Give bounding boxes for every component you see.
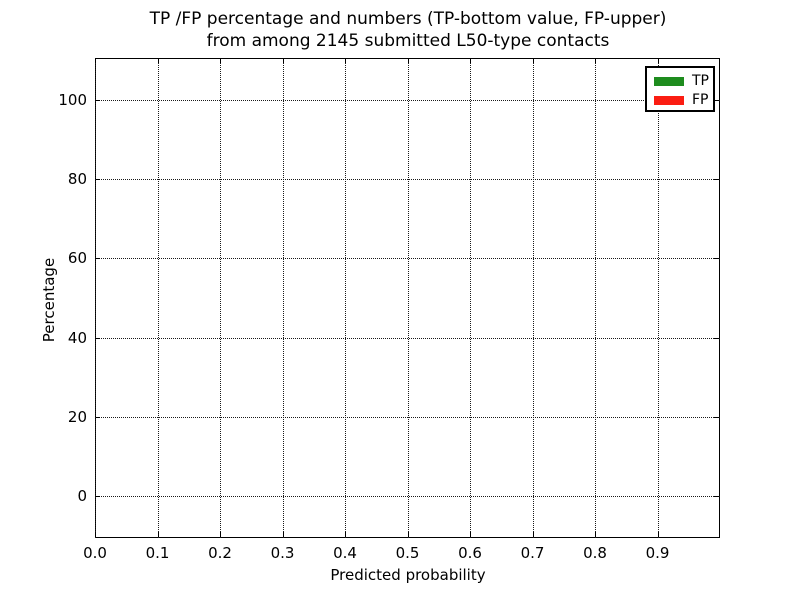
y-tick-left: [95, 416, 100, 418]
chart-title-line2: from among 2145 submitted L50-type conta…: [206, 31, 610, 51]
y-tick-left: [95, 496, 100, 498]
x-tick-label: 0.1: [145, 544, 170, 562]
x-gridline: [95, 58, 96, 538]
legend-label-tp: TP: [692, 73, 709, 89]
legend-item-tp: TP: [647, 72, 713, 91]
x-tick-top: [407, 58, 409, 63]
y-tick-right: [714, 179, 719, 181]
x-tick-bottom: [157, 532, 159, 537]
x-gridline: [282, 58, 284, 538]
x-tick-label: 0.3: [270, 544, 295, 562]
y-tick-right: [714, 337, 719, 339]
y-axis-label: Percentage: [40, 257, 58, 343]
legend-swatch-fp: [654, 96, 684, 105]
y-tick-label: 40: [67, 328, 87, 347]
x-tick-label: 0.2: [208, 544, 232, 562]
y-tick-right: [714, 258, 719, 260]
y-tick-left: [95, 337, 100, 339]
chart-title-line1: TP /FP percentage and numbers (TP-bottom…: [149, 9, 667, 29]
x-gridline: [407, 58, 409, 538]
x-gridline: [595, 58, 596, 538]
x-tick-bottom: [595, 532, 596, 537]
y-tick-right: [714, 416, 719, 418]
legend: TP FP: [645, 66, 715, 112]
x-gridline: [157, 58, 159, 538]
x-tick-bottom: [345, 532, 346, 537]
x-tick-top: [532, 58, 534, 63]
x-tick-bottom: [220, 532, 221, 537]
x-tick-label: 0.6: [458, 544, 482, 562]
x-tick-bottom: [470, 532, 471, 537]
legend-label-fp: FP: [692, 92, 709, 108]
x-tick-top: [657, 58, 659, 63]
x-tick-bottom: [657, 532, 659, 537]
x-tick-top: [157, 58, 159, 63]
x-tick-label: 0.5: [395, 544, 420, 562]
x-tick-top: [95, 58, 96, 63]
x-tick-label: 0.8: [583, 544, 607, 562]
x-gridline: [532, 58, 534, 538]
y-tick-left: [95, 258, 100, 260]
x-tick-bottom: [407, 532, 409, 537]
y-tick-right: [714, 99, 719, 101]
y-tick-label: 100: [58, 90, 87, 109]
x-gridline: [345, 58, 346, 538]
x-tick-top: [282, 58, 284, 63]
x-tick-label: 0.4: [333, 544, 357, 562]
legend-item-fp: FP: [647, 91, 713, 110]
x-gridline: [470, 58, 471, 538]
legend-swatch-tp: [654, 77, 684, 86]
y-tick-label: 0: [77, 487, 87, 506]
x-gridline: [220, 58, 221, 538]
y-tick-left: [95, 99, 100, 101]
x-tick-label: 0.0: [83, 544, 107, 562]
x-tick-top: [220, 58, 221, 63]
x-tick-label: 0.7: [520, 544, 545, 562]
x-tick-top: [595, 58, 596, 63]
x-tick-label: 0.9: [645, 544, 670, 562]
y-tick-label: 60: [67, 249, 87, 268]
y-tick-left: [95, 179, 100, 181]
x-tick-bottom: [532, 532, 534, 537]
y-tick-label: 80: [67, 170, 87, 189]
y-tick-right: [714, 496, 719, 498]
x-tick-bottom: [95, 532, 96, 537]
x-tick-bottom: [282, 532, 284, 537]
x-axis-label: Predicted probability: [330, 566, 486, 584]
x-tick-top: [345, 58, 346, 63]
x-gridline: [657, 58, 659, 538]
x-tick-top: [470, 58, 471, 63]
y-tick-label: 20: [67, 407, 87, 426]
